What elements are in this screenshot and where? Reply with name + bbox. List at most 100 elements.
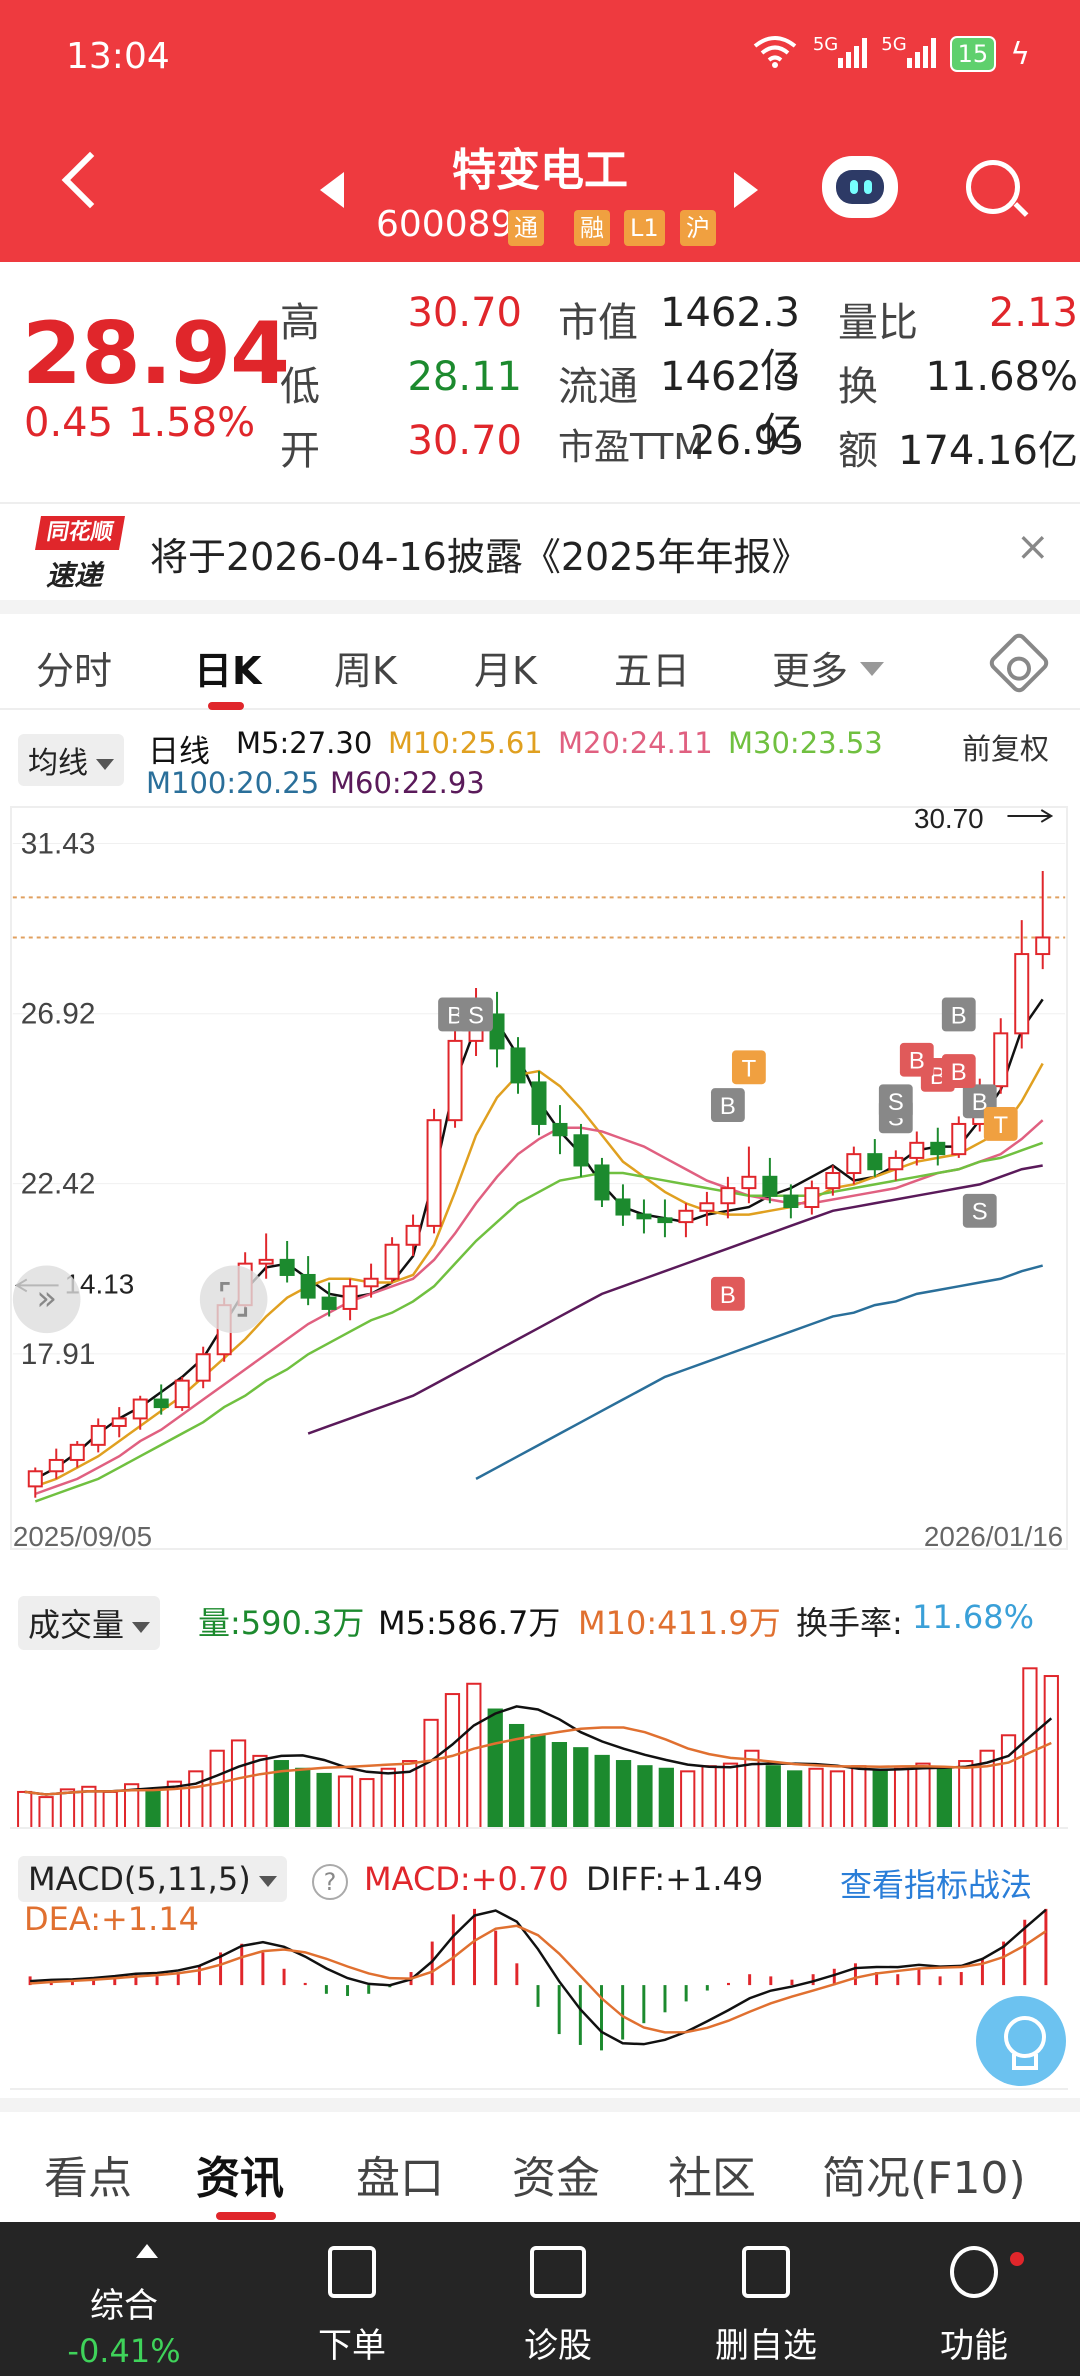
volume-bar [188,1770,204,1830]
wifi-icon [751,34,799,74]
tab-highlights[interactable]: 看点 [44,2153,132,2204]
tab-community[interactable]: 社区 [668,2153,756,2204]
indicator-strategy-link[interactable]: 查看指标战法 [840,1866,1033,1904]
tab-five-day[interactable]: 五日 [614,649,691,693]
macd-chart[interactable] [10,1900,1068,2090]
stock-name: 特变电工 [452,145,628,196]
tab-weekly-k[interactable]: 周K [334,649,397,693]
candle [594,1157,610,1208]
svg-text:B: B [951,1002,967,1029]
ma5-value: M5:27.30 [236,726,373,760]
close-icon[interactable]: × [1016,524,1050,570]
ma-type: 日线 [148,734,210,770]
tab-f10[interactable]: 简况(F10) [822,2153,1026,2204]
volume-bar [637,1765,653,1829]
candle [825,1165,841,1196]
volume-value: 量:590.3万 [198,1604,365,1642]
lightbulb-icon[interactable] [976,1996,1066,2086]
tab-more[interactable]: 更多 [772,649,849,693]
svg-text:S: S [468,1002,484,1029]
macd-select[interactable]: MACD(5,11,5) [18,1856,287,1902]
trade-marker: T [731,1050,766,1085]
next-stock-button[interactable] [734,172,758,208]
svg-text:B: B [951,1059,967,1086]
volume-ma-line [24,1705,1053,1796]
trade-marker: B [941,1054,976,1089]
candle [489,991,505,1068]
tab-monthly-k[interactable]: 月K [474,649,537,693]
max-price-label: 30.70 [914,806,984,834]
volume-bar [851,1765,867,1829]
ma10-value: M10:25.61 [388,726,543,760]
volume-bar [808,1767,824,1829]
candle [153,1384,169,1415]
candle [909,1131,925,1166]
open-value: 30.70 [407,418,522,464]
low-value: 28.11 [407,354,522,400]
candle [111,1407,127,1438]
volume-bar [530,1734,546,1829]
turnover-rate-label: 换手率: [796,1604,903,1642]
kline-chart[interactable]: 31.4326.9222.4217.9130.7014.13BSBTBSBBSB… [10,806,1068,1550]
diagnose-button[interactable]: 诊股 [458,2222,658,2376]
turnover-value: 11.68% [925,354,1078,400]
tab-news[interactable]: 资讯 [196,2153,284,2204]
volume-bar [81,1785,97,1829]
price-change-pct: 1.58% [128,400,256,446]
remove-watchlist-button[interactable]: 删自选 [666,2222,866,2376]
open-label: 开 [280,428,320,474]
volume-chart[interactable] [10,1648,1068,1838]
tag-hu: 沪 [680,210,716,246]
back-button[interactable] [61,151,119,209]
tag-rong: 融 [574,210,610,246]
volume-bar [252,1754,268,1829]
y-tick-label: 22.42 [21,1168,96,1201]
order-button[interactable]: 下单 [252,2222,452,2376]
adjust-mode[interactable]: 前复权 [962,732,1050,766]
prev-stock-button[interactable] [320,172,344,208]
composite-index-button[interactable]: 综合 -0.41% [24,2222,224,2376]
help-icon[interactable]: ? [312,1864,348,1900]
volume-select[interactable]: 成交量 [18,1596,161,1650]
volume-bar [936,1767,952,1829]
candle [426,1108,442,1234]
volume-bar [423,1718,439,1829]
ai-assistant-icon[interactable] [822,156,898,218]
function-button[interactable]: 功能 [874,2222,1074,2376]
tab-order-book[interactable]: 盘口 [356,2153,444,2204]
volume-bar [1043,1675,1059,1829]
candle [615,1184,631,1226]
low-label: 低 [280,364,320,410]
macd-line [30,1908,1047,2046]
quote-panel: 28.94 0.45 1.58% 高 30.70 低 28.11 开 30.70… [0,262,1080,502]
svg-text:S: S [888,1089,904,1116]
tab-capital[interactable]: 资金 [512,2153,600,2204]
volume-ma-line [24,1726,1052,1796]
expand-left-icon: » [12,1265,81,1334]
volume-bar [295,1767,311,1829]
ths-express-logo: 同花顺 速递 [35,516,125,592]
last-price: 28.94 [22,304,290,404]
search-icon[interactable] [966,160,1020,214]
tab-indicator [208,702,244,710]
volume-bar [487,1708,503,1829]
candle [69,1441,85,1468]
mcap-label: 市值 [558,300,638,346]
svg-text:B: B [447,1002,463,1029]
ma30-value: M30:23.53 [728,726,883,760]
candle [930,1127,946,1166]
candle [678,1203,694,1238]
tab-daily-k[interactable]: 日K [194,649,262,693]
float-label: 流通 [558,364,638,410]
tab-intraday[interactable]: 分时 [36,649,113,693]
volume-bar [722,1762,739,1829]
menu-circle-icon [950,2246,998,2298]
notice-banner[interactable]: 同花顺 速递 将于2026-04-16披露《2025年年报》 × [0,502,1080,598]
volume-bar [230,1739,247,1829]
volume-bar [316,1772,332,1829]
volume-bar [573,1747,589,1829]
ma-select[interactable]: 均线 [18,734,124,786]
volume-bar [872,1770,888,1830]
chevron-down-icon [860,662,884,676]
dea-value: DEA:+1.14 [24,1900,200,1938]
